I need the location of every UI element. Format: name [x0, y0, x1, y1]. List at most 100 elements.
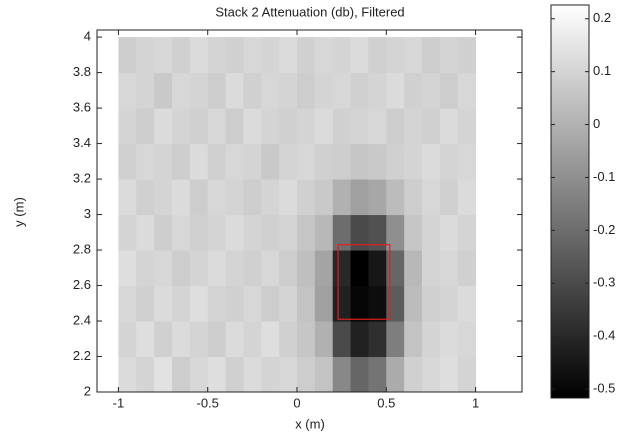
heat-cell	[154, 321, 173, 358]
heat-cell	[261, 214, 280, 251]
heat-cell	[279, 37, 298, 74]
heat-cell	[439, 285, 459, 322]
heat-cell	[457, 356, 477, 393]
heat-cell	[189, 321, 209, 358]
heat-cell	[118, 285, 137, 322]
heat-cell	[297, 37, 316, 74]
heat-cell	[422, 285, 441, 322]
heat-cell	[332, 72, 352, 109]
heat-cell	[279, 108, 298, 145]
heat-cell	[332, 143, 352, 180]
heat-cell	[332, 179, 352, 216]
x-tick-label: 1	[472, 395, 479, 410]
x-tick-label: 0	[293, 395, 300, 410]
heat-cell	[207, 143, 227, 180]
heat-cell	[350, 321, 369, 358]
heat-cell	[457, 143, 477, 180]
heat-cell	[297, 108, 316, 145]
heat-cell	[297, 285, 316, 322]
heat-cell	[172, 214, 191, 251]
heat-cell	[243, 108, 262, 145]
heat-cell	[225, 108, 244, 145]
heat-cell	[261, 37, 280, 74]
heat-cell	[189, 214, 209, 251]
colorbar-tick-label: -0.2	[593, 222, 615, 237]
heat-cell	[172, 250, 191, 287]
heat-cell	[386, 356, 405, 393]
colorbar-tick-label: 0.1	[593, 63, 611, 78]
heat-cell	[154, 250, 173, 287]
heat-cell	[297, 356, 316, 393]
heat-cell	[457, 250, 477, 287]
heat-cell	[457, 72, 477, 109]
heat-cell	[404, 250, 423, 287]
heat-cell	[457, 179, 477, 216]
heat-cell	[225, 321, 244, 358]
heat-cell	[314, 72, 334, 109]
heat-cell	[314, 285, 334, 322]
heat-cell	[225, 250, 244, 287]
heat-cell	[422, 108, 441, 145]
y-tick-label: 2.4	[73, 312, 91, 327]
heat-cell	[225, 72, 244, 109]
heat-cell	[172, 321, 191, 358]
heat-cell	[136, 321, 155, 358]
heat-cell	[350, 214, 369, 251]
y-tick-label: 2.8	[73, 241, 91, 256]
heat-cell	[189, 37, 209, 74]
heat-cell	[172, 356, 191, 393]
heat-cell	[350, 72, 369, 109]
heat-cell	[261, 356, 280, 393]
heat-cell	[118, 179, 137, 216]
heat-cell	[243, 356, 262, 393]
heat-cell	[439, 250, 459, 287]
heat-cell	[297, 72, 316, 109]
heat-cell	[404, 108, 423, 145]
y-tick-label: 4	[84, 29, 91, 44]
heat-cell	[404, 143, 423, 180]
heat-cell	[243, 285, 262, 322]
heat-cell	[279, 356, 298, 393]
heat-cell	[243, 143, 262, 180]
heat-cell	[118, 143, 137, 180]
heat-cell	[261, 108, 280, 145]
heat-cell	[261, 143, 280, 180]
heat-cell	[261, 72, 280, 109]
heat-cell	[332, 250, 352, 287]
heat-cell	[368, 179, 387, 216]
heat-cell	[368, 356, 387, 393]
heat-cell	[332, 285, 352, 322]
heat-cell	[189, 108, 209, 145]
heat-cell	[136, 143, 155, 180]
heat-cell	[225, 285, 244, 322]
x-axis-label: x (m)	[295, 416, 325, 431]
heat-cell	[368, 285, 387, 322]
heat-cell	[297, 143, 316, 180]
heat-cell	[172, 108, 191, 145]
heat-cell	[439, 214, 459, 251]
heat-cell	[350, 250, 369, 287]
heat-cell	[154, 143, 173, 180]
heat-cell	[314, 179, 334, 216]
heat-cell	[386, 214, 405, 251]
x-tick-label: -1	[113, 395, 125, 410]
heat-cell	[386, 285, 405, 322]
heat-cell	[368, 72, 387, 109]
heat-cell	[207, 321, 227, 358]
heat-cell	[332, 321, 352, 358]
heat-cell	[297, 179, 316, 216]
heat-cell	[439, 321, 459, 358]
x-tick-label: -0.5	[197, 395, 219, 410]
y-tick-label: 3	[84, 206, 91, 221]
heat-cell	[386, 37, 405, 74]
heat-cell	[279, 72, 298, 109]
heat-cell	[439, 143, 459, 180]
heat-cell	[386, 179, 405, 216]
y-tick-label: 3.4	[73, 135, 91, 150]
heat-cell	[422, 214, 441, 251]
heat-cell	[457, 214, 477, 251]
heat-cell	[154, 37, 173, 74]
heat-cell	[422, 143, 441, 180]
heat-cell	[189, 250, 209, 287]
